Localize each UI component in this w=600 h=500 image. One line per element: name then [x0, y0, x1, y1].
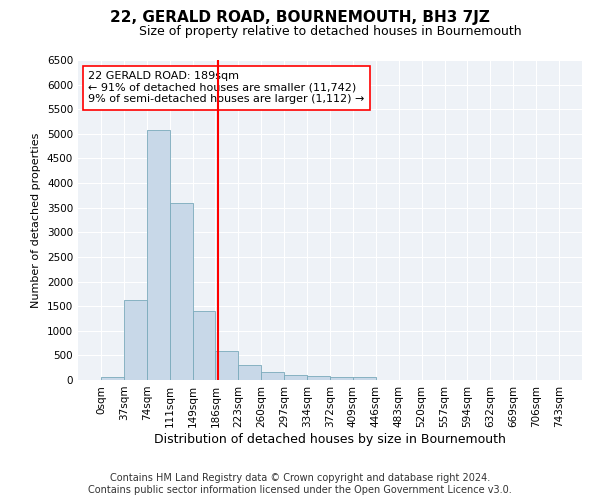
Bar [238, 366, 261, 380]
Text: 22 GERALD ROAD: 189sqm
← 91% of detached houses are smaller (11,742)
9% of semi-: 22 GERALD ROAD: 189sqm ← 91% of detached… [88, 71, 364, 104]
Bar [147, 130, 170, 380]
Bar [353, 378, 376, 380]
Bar [193, 310, 215, 380]
Text: 22, GERALD ROAD, BOURNEMOUTH, BH3 7JZ: 22, GERALD ROAD, BOURNEMOUTH, BH3 7JZ [110, 10, 490, 25]
Bar [124, 300, 147, 380]
Bar [284, 375, 307, 380]
X-axis label: Distribution of detached houses by size in Bournemouth: Distribution of detached houses by size … [154, 432, 506, 446]
Bar [307, 376, 330, 380]
Y-axis label: Number of detached properties: Number of detached properties [31, 132, 41, 308]
Bar [215, 351, 238, 380]
Bar [101, 377, 124, 380]
Title: Size of property relative to detached houses in Bournemouth: Size of property relative to detached ho… [139, 25, 521, 38]
Text: Contains HM Land Registry data © Crown copyright and database right 2024.
Contai: Contains HM Land Registry data © Crown c… [88, 474, 512, 495]
Bar [330, 377, 353, 380]
Bar [261, 372, 284, 380]
Bar [170, 203, 193, 380]
